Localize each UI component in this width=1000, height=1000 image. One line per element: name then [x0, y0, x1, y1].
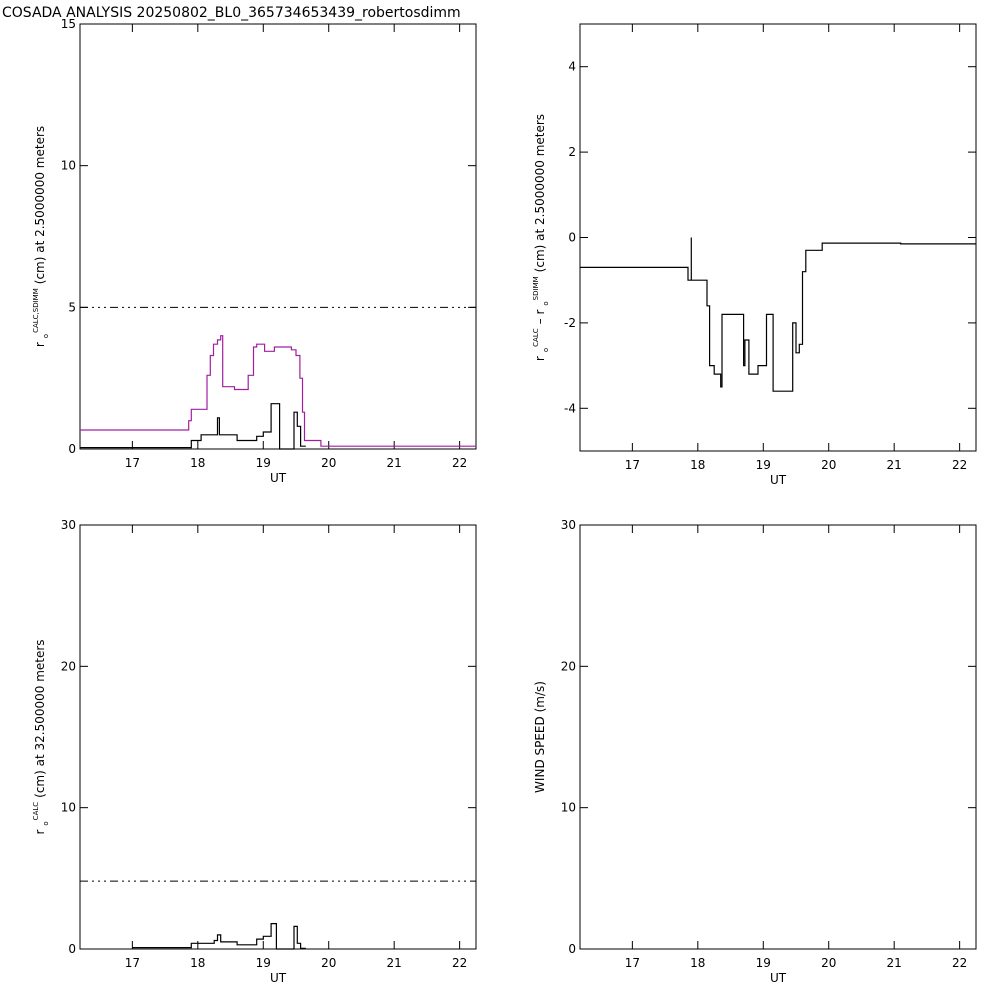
series-line [132, 923, 306, 950]
y-label-part: (cm) at 2.5000000 meters [533, 114, 547, 272]
y-tick-label: -2 [564, 316, 576, 330]
x-tick-label: 22 [952, 458, 967, 472]
series-line [580, 237, 976, 392]
y-axis-label: WIND SPEED (m/s) [533, 681, 547, 793]
y-tick-label: 0 [68, 942, 76, 956]
y-tick-label: 5 [68, 300, 76, 314]
x-tick-label: 19 [756, 458, 771, 472]
x-tick-label: 18 [690, 458, 705, 472]
x-tick-label: 17 [125, 956, 140, 970]
y-tick-label: 0 [568, 231, 576, 245]
y-label-part: CALC,SDIMM [32, 288, 40, 333]
x-tick-label: 21 [887, 458, 902, 472]
x-tick-label: 22 [952, 956, 967, 970]
plot-frame [79, 23, 477, 450]
x-tick-label: 18 [190, 956, 205, 970]
x-tick-label: 22 [452, 456, 467, 470]
y-axis-label: roCALC,SDIMM (cm) at 2.5000000 meters [32, 126, 50, 347]
x-tick-label: 21 [387, 456, 402, 470]
y-tick-label: 10 [61, 801, 76, 815]
y-label-part: WIND SPEED (m/s) [533, 681, 547, 793]
page-title: COSADA ANALYSIS 20250802_BL0_36573465343… [2, 5, 461, 21]
x-tick-label: 18 [190, 456, 205, 470]
y-tick-label: 0 [68, 442, 76, 456]
y-label-part: CALC [32, 802, 40, 821]
series-line [80, 335, 476, 447]
y-tick-label: 4 [568, 60, 576, 74]
x-tick-label: 17 [125, 456, 140, 470]
y-label-part: – r [533, 310, 547, 325]
y-tick-label: 15 [61, 17, 76, 31]
y-label-part: o [542, 301, 550, 305]
y-tick-label: 0 [568, 942, 576, 956]
plot-panel: 17 18 19 20 21 22 0 5 10 15 UT roCALC,SDIMM (cm) at … [32, 17, 477, 485]
y-label-part: r [533, 356, 547, 361]
x-axis-label: UT [270, 471, 287, 485]
y-tick-label: 20 [561, 659, 576, 673]
y-tick-label: -4 [564, 401, 576, 415]
x-tick-label: 19 [756, 956, 771, 970]
plot-panel: 17 18 19 20 21 22 0 10 20 30 UT WIND SPEED (m/s) [533, 518, 977, 985]
x-tick-label: 18 [690, 956, 705, 970]
y-tick-label: 30 [61, 518, 76, 532]
y-label-part: (cm) at 32.500000 meters [33, 639, 47, 797]
y-tick-label: 10 [61, 159, 76, 173]
y-axis-label: r oCALC (cm) at 32.500000 meters [32, 639, 50, 834]
x-tick-label: 17 [625, 458, 640, 472]
y-label-part: (cm) at 2.5000000 meters [33, 126, 47, 284]
x-tick-label: 20 [321, 456, 336, 470]
y-label-part: r [33, 830, 47, 835]
x-tick-label: 20 [821, 956, 836, 970]
x-tick-label: 22 [452, 956, 467, 970]
x-tick-label: 19 [256, 956, 271, 970]
x-tick-label: 19 [256, 456, 271, 470]
y-tick-label: 20 [61, 659, 76, 673]
series-line [80, 403, 306, 450]
y-tick-label: 2 [568, 145, 576, 159]
x-tick-label: 21 [387, 956, 402, 970]
y-label-part: o [42, 821, 50, 825]
y-axis-label: roCALC– roSDIMM(cm) at 2.5000000 meters [532, 114, 550, 361]
x-tick-label: 20 [321, 956, 336, 970]
y-tick-label: 10 [561, 801, 576, 815]
x-axis-label: UT [270, 971, 287, 985]
plot-panel: 17 18 19 20 21 22 0 10 20 30 UT r oCALC (cm) at 32.50… [32, 518, 477, 985]
x-tick-label: 20 [821, 458, 836, 472]
y-label-part: o [42, 334, 50, 338]
x-axis-label: UT [770, 473, 787, 487]
x-tick-label: 17 [625, 956, 640, 970]
y-label-part: SDIMM [532, 276, 540, 300]
x-axis-label: UT [770, 971, 787, 985]
y-label-part: o [542, 348, 550, 352]
x-tick-label: 21 [887, 956, 902, 970]
y-tick-label: 30 [561, 518, 576, 532]
y-label-part: r [33, 342, 47, 347]
y-label-part: CALC [532, 328, 540, 347]
plot-frame [579, 524, 977, 950]
